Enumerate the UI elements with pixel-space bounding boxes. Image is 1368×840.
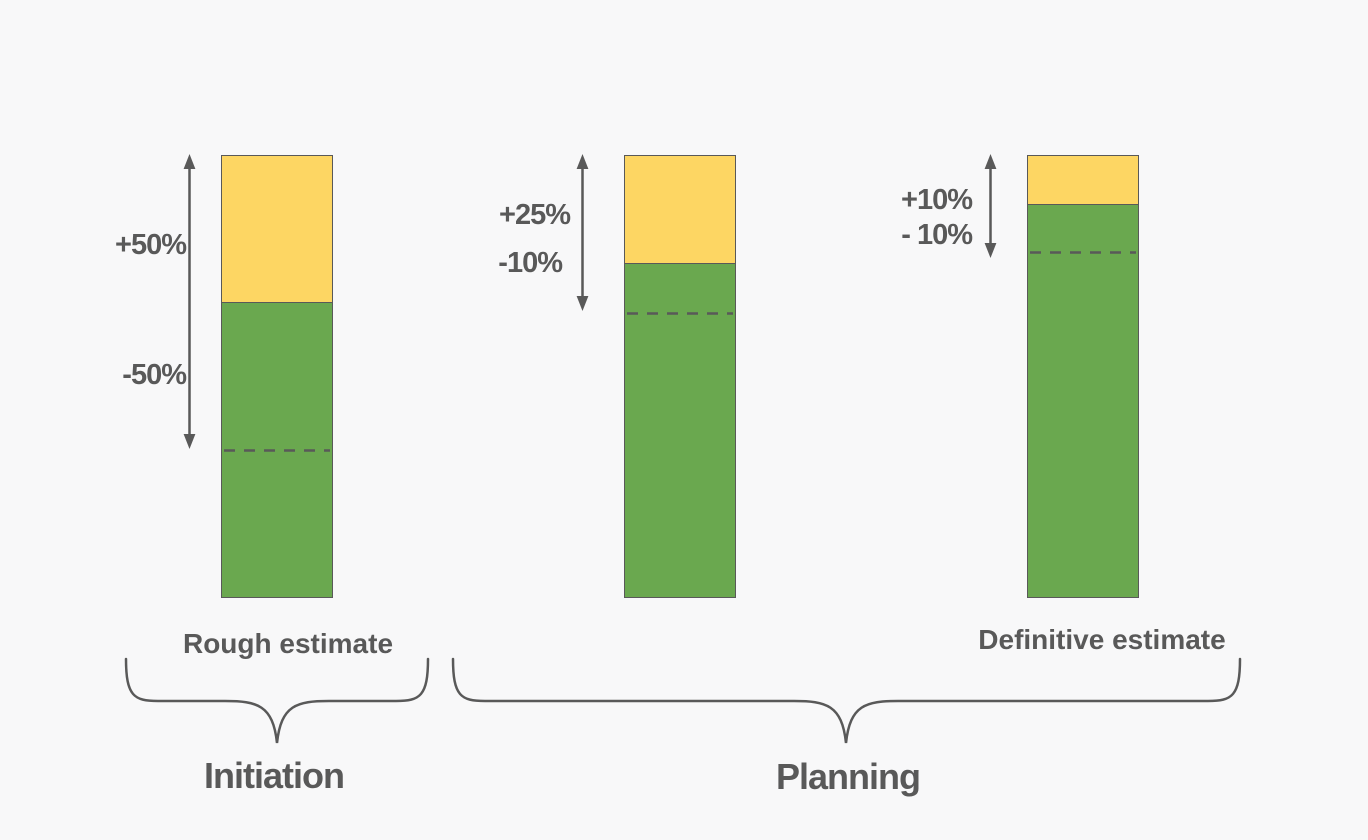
arrow-head-down-icon	[984, 243, 997, 258]
lower-bound-label: -50%	[122, 359, 187, 391]
overage-segment	[1028, 156, 1138, 205]
arrow-head-down-icon	[576, 296, 589, 311]
estimate-range-segment	[1028, 205, 1138, 597]
overage-segment	[222, 156, 332, 303]
initiation-brace	[124, 657, 430, 744]
planning-brace	[451, 657, 1242, 744]
arrow-head-up-icon	[984, 154, 997, 169]
estimate-bar-rough	[221, 155, 333, 598]
lower-bound-label: - 10%	[901, 219, 973, 251]
phase-label-planning: Planning	[776, 756, 921, 797]
estimate-bar-definitive	[1027, 155, 1139, 598]
arrow-head-up-icon	[576, 154, 589, 169]
accuracy-range-arrow-2	[576, 154, 589, 311]
estimate-caption-definitive: Definitive estimate	[978, 624, 1226, 655]
accuracy-range-arrow-1	[183, 154, 196, 449]
estimate-range-segment	[222, 303, 332, 597]
estimate-bar-middle	[624, 155, 736, 598]
arrow-head-down-icon	[183, 434, 196, 449]
overage-segment	[625, 156, 735, 264]
upper-bound-label: +10%	[901, 184, 973, 216]
phase-label-initiation: Initiation	[204, 755, 345, 796]
upper-bound-label: +25%	[499, 199, 571, 231]
accuracy-range-arrow-3	[984, 154, 997, 258]
lower-bound-label: -10%	[498, 247, 563, 279]
estimate-range-segment	[625, 264, 735, 597]
arrow-head-up-icon	[183, 154, 196, 169]
estimate-caption-rough: Rough estimate	[182, 628, 394, 659]
upper-bound-label: +50%	[115, 229, 187, 261]
